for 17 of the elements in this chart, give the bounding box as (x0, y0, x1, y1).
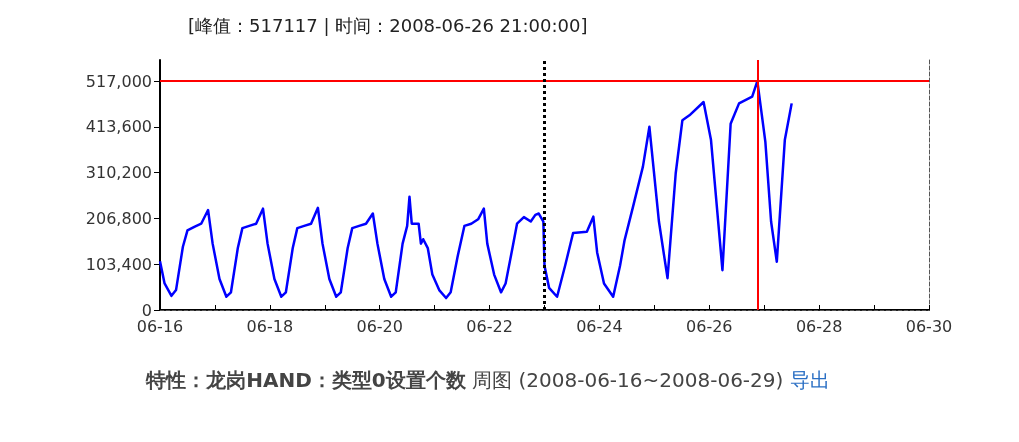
line-series (158, 79, 793, 300)
x-tick-label: 06-28 (795, 316, 843, 336)
x-tick-label: 06-24 (576, 316, 623, 336)
export-link: 导出 (789, 368, 830, 392)
y-tick-label: 103,400 (85, 254, 152, 274)
y-tick-label: 310,200 (85, 163, 152, 183)
text: 特性：龙岗HAND：类型0设置个数 (146, 368, 466, 392)
x-tick-label: 06-30 (905, 316, 953, 336)
x-tick-label: 06-26 (686, 316, 733, 336)
y-tick-label: 413,600 (85, 117, 152, 137)
x-tick-label: 06-22 (466, 316, 513, 336)
text: 周图 (2008-06-16~2008-06-29) (472, 368, 784, 392)
y-tick-label: 206,800 (85, 209, 152, 228)
y-tick-label: 517,000 (85, 71, 152, 91)
x-tick-label: 06-18 (246, 316, 294, 336)
text: [峰值：517117 | 时间：2008-06-26 21:00:00] (188, 14, 588, 36)
x-tick-label: 06-20 (356, 316, 403, 336)
